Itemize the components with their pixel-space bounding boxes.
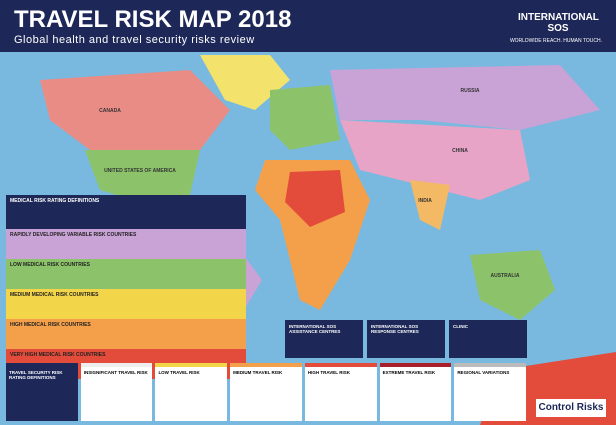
russia — [330, 65, 600, 130]
country-label: INDIA — [418, 198, 432, 204]
control-risks-brand: Control Risks — [536, 399, 606, 417]
security-card: MEDIUM TRAVEL RISK — [230, 363, 302, 421]
country-label: UNITED STATES OF AMERICA — [104, 168, 176, 174]
tagline: WORLDWIDE REACH. HUMAN TOUCH. — [509, 38, 602, 44]
medical-band: MEDIUM MEDICAL RISK COUNTRIES — [6, 289, 246, 319]
centre-card: INTERNATIONAL SOS ASSISTANCE CENTRES — [285, 320, 363, 358]
medical-legend-title: MEDICAL RISK RATING DEFINITIONS — [6, 195, 246, 229]
header: TRAVEL RISK MAP 2018 Global health and t… — [0, 0, 616, 52]
security-card: REGIONAL VARIATIONS — [454, 363, 527, 421]
centre-card: INTERNATIONAL SOS RESPONSE CENTRES — [367, 320, 445, 358]
title: TRAVEL RISK MAP 2018 — [14, 6, 292, 33]
security-legend: TRAVEL SECURITY RISK RATING DEFINITIONS … — [6, 363, 527, 421]
security-card: EXTREME TRAVEL RISK — [379, 363, 452, 421]
logo: INTERNATIONAL SOS — [518, 12, 599, 34]
security-card: LOW TRAVEL RISK — [155, 363, 228, 421]
security-card: INSIGNIFICANT TRAVEL RISK — [80, 363, 153, 421]
security-legend-title: TRAVEL SECURITY RISK RATING DEFINITIONS — [6, 363, 78, 421]
subtitle: Global health and travel security risks … — [14, 34, 255, 46]
security-card: HIGH TRAVEL RISK — [304, 363, 377, 421]
medical-band: RAPIDLY DEVELOPING VARIABLE RISK COUNTRI… — [6, 229, 246, 259]
medical-band: LOW MEDICAL RISK COUNTRIES — [6, 259, 246, 289]
canada — [40, 70, 230, 160]
country-label: CANADA — [99, 108, 121, 114]
usa — [85, 150, 200, 205]
centre-card: CLINIC — [449, 320, 527, 358]
australia — [470, 250, 555, 320]
medical-band: HIGH MEDICAL RISK COUNTRIES — [6, 319, 246, 349]
india — [410, 180, 450, 230]
country-label: AUSTRALIA — [491, 273, 520, 279]
medical-legend: MEDICAL RISK RATING DEFINITIONS RAPIDLY … — [6, 195, 246, 379]
country-label: RUSSIA — [461, 88, 480, 94]
africa-high — [285, 170, 345, 227]
country-label: CHINA — [452, 148, 468, 154]
greenland — [200, 55, 290, 110]
asia — [340, 120, 530, 200]
europe — [270, 85, 340, 150]
